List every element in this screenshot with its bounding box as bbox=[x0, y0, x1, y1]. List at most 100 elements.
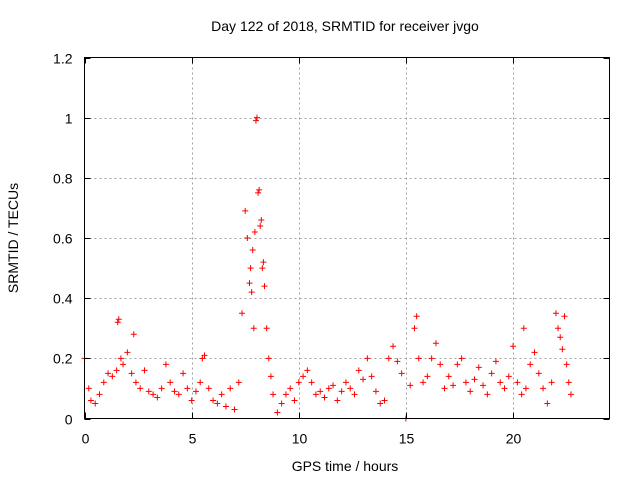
data-point bbox=[424, 373, 431, 380]
data-point bbox=[188, 397, 195, 404]
data-point bbox=[235, 379, 242, 386]
data-point bbox=[109, 373, 116, 380]
data-point bbox=[304, 367, 311, 374]
data-point bbox=[480, 382, 487, 389]
y-tick-label: 0.6 bbox=[53, 231, 73, 247]
data-point bbox=[132, 379, 139, 386]
data-point bbox=[563, 361, 570, 368]
x-tick-label: 10 bbox=[292, 431, 308, 447]
data-point bbox=[394, 358, 401, 365]
data-point bbox=[398, 370, 405, 377]
data-point bbox=[192, 388, 199, 395]
x-tick-label: 0 bbox=[82, 431, 90, 447]
data-point bbox=[171, 388, 178, 395]
x-tick-label: 5 bbox=[189, 431, 197, 447]
data-point bbox=[368, 373, 375, 380]
data-points bbox=[81, 114, 574, 422]
data-point bbox=[291, 397, 298, 404]
data-point bbox=[458, 355, 465, 362]
data-point bbox=[330, 382, 337, 389]
data-point bbox=[249, 247, 256, 254]
y-tick-label: 1 bbox=[65, 111, 73, 127]
data-point bbox=[180, 370, 187, 377]
data-point bbox=[347, 385, 354, 392]
data-point bbox=[257, 222, 264, 229]
grid-lines bbox=[84, 57, 610, 419]
data-point bbox=[263, 325, 270, 332]
axis-ticks bbox=[84, 57, 610, 420]
data-point bbox=[242, 207, 249, 214]
data-point bbox=[471, 376, 478, 383]
y-tick-label: 0.2 bbox=[53, 351, 73, 367]
data-point bbox=[258, 216, 265, 223]
data-point bbox=[351, 391, 358, 398]
data-point bbox=[205, 385, 212, 392]
data-point bbox=[497, 379, 504, 386]
data-point bbox=[518, 391, 525, 398]
data-point bbox=[567, 391, 574, 398]
data-point bbox=[287, 385, 294, 392]
data-point bbox=[565, 379, 572, 386]
data-point bbox=[278, 400, 285, 407]
data-point bbox=[92, 400, 99, 407]
x-tick-label: 20 bbox=[506, 431, 522, 447]
data-point bbox=[167, 379, 174, 386]
data-point bbox=[300, 373, 307, 380]
data-point bbox=[201, 352, 208, 359]
data-point bbox=[150, 391, 157, 398]
data-point bbox=[413, 313, 420, 320]
data-point bbox=[231, 406, 238, 413]
data-point bbox=[184, 385, 191, 392]
data-point bbox=[197, 379, 204, 386]
tick-labels: 0 5 10 15 20 0 0.2 0.4 0.6 0.8 1 1.2 bbox=[53, 51, 521, 447]
data-point bbox=[274, 409, 281, 416]
data-point bbox=[295, 379, 302, 386]
data-point bbox=[244, 235, 251, 241]
data-point bbox=[475, 364, 482, 371]
data-point bbox=[87, 397, 94, 404]
data-point bbox=[141, 367, 148, 374]
data-point bbox=[199, 355, 206, 362]
data-point bbox=[548, 379, 555, 386]
data-point bbox=[308, 379, 315, 386]
data-point bbox=[355, 367, 362, 374]
data-point bbox=[105, 370, 112, 377]
data-point bbox=[261, 283, 268, 290]
data-point bbox=[561, 313, 568, 320]
data-point bbox=[256, 186, 263, 193]
data-point bbox=[239, 310, 245, 317]
data-point bbox=[248, 289, 255, 296]
data-point bbox=[540, 385, 547, 392]
data-point bbox=[251, 228, 258, 235]
data-point bbox=[385, 355, 392, 362]
data-point bbox=[246, 280, 253, 287]
data-point bbox=[120, 361, 127, 368]
data-point bbox=[428, 355, 435, 362]
data-point bbox=[321, 394, 328, 401]
data-point bbox=[247, 265, 254, 272]
data-point bbox=[259, 265, 266, 272]
data-point bbox=[377, 400, 384, 407]
data-point bbox=[531, 349, 538, 356]
data-point bbox=[113, 367, 120, 374]
data-point bbox=[441, 385, 448, 392]
data-point bbox=[130, 331, 137, 338]
data-point bbox=[114, 319, 121, 326]
data-point bbox=[535, 370, 542, 377]
data-point bbox=[415, 355, 422, 362]
data-point bbox=[411, 325, 418, 332]
data-point bbox=[527, 361, 534, 368]
y-axis-label: SRMTID / TECUs bbox=[5, 183, 21, 293]
data-point bbox=[100, 379, 107, 386]
data-point bbox=[364, 355, 371, 362]
data-point bbox=[520, 325, 527, 332]
data-point bbox=[462, 379, 469, 386]
x-axis-label: GPS time / hours bbox=[292, 458, 399, 474]
data-point bbox=[175, 391, 182, 398]
y-tick-label: 1.2 bbox=[53, 51, 73, 67]
data-point bbox=[338, 388, 345, 395]
chart-title: Day 122 of 2018, SRMTID for receiver jvg… bbox=[211, 18, 479, 34]
data-point bbox=[510, 343, 517, 350]
data-point bbox=[267, 373, 274, 380]
